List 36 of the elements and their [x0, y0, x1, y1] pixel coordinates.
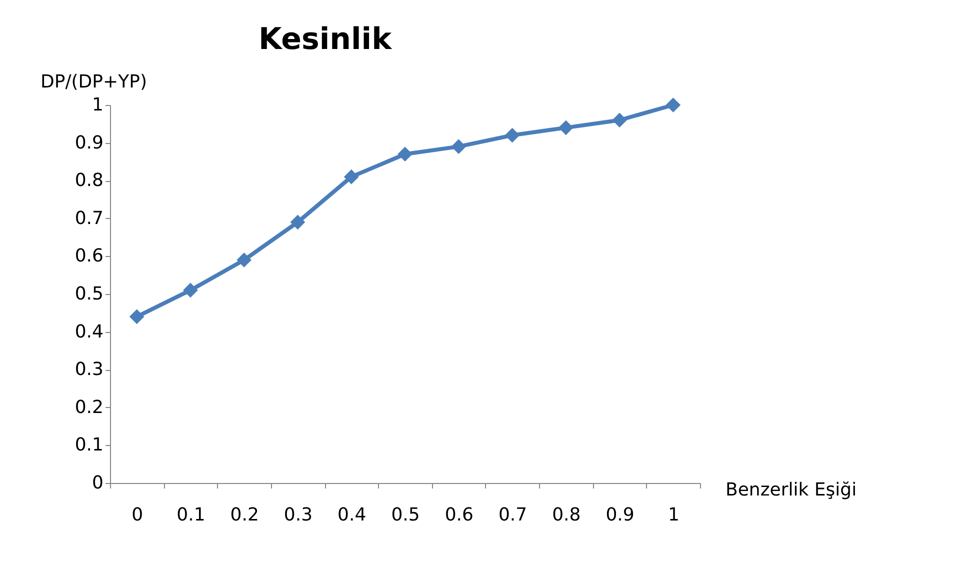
- x-tick-label: 0.9: [606, 504, 634, 526]
- point: [558, 120, 574, 136]
- point: [398, 146, 412, 162]
- y-tick-label: 1: [92, 94, 104, 116]
- y-axis-title: DP/(DP+YP): [40, 72, 147, 92]
- y-tick-label: 0.3: [74, 359, 104, 380]
- point: [451, 139, 466, 154]
- x-tick-label: 0: [132, 504, 144, 526]
- point: [504, 128, 520, 143]
- x-tick-label: 0.3: [284, 504, 313, 526]
- point: [183, 282, 198, 298]
- y-tick-label: 0: [92, 472, 104, 494]
- x-tick-label: 0.7: [498, 504, 528, 526]
- x-axis-title: Benzerlik Eşiği: [726, 480, 857, 500]
- point: [236, 252, 252, 268]
- y-tick-label: 0.1: [74, 434, 104, 456]
- point: [612, 112, 627, 128]
- x-tick-label: 1: [668, 504, 680, 526]
- y-tick-label: 0.8: [74, 170, 104, 192]
- x-tick-label: 0.5: [391, 504, 420, 526]
- point: [129, 309, 144, 324]
- x-tick-label: 0.1: [176, 504, 206, 526]
- y-tick-label: 0.2: [74, 396, 104, 418]
- x-tick-label: 0.2: [230, 504, 259, 526]
- point: [344, 169, 359, 184]
- x-tick-label: 0.6: [444, 504, 474, 526]
- point: [290, 214, 306, 230]
- y-tick-label: 0.6: [74, 246, 104, 267]
- x-tick-label: 0.8: [552, 504, 581, 526]
- y-tick-label: 0.9: [74, 132, 104, 154]
- y-tick-label: 0.7: [74, 208, 104, 229]
- y-tick-label: 0.4: [74, 321, 104, 342]
- y-tick-label: 0.5: [74, 284, 104, 304]
- point: [666, 98, 681, 112]
- x-tick-label: 0.4: [338, 504, 366, 526]
- chart-title: Kesinlik: [258, 22, 393, 57]
